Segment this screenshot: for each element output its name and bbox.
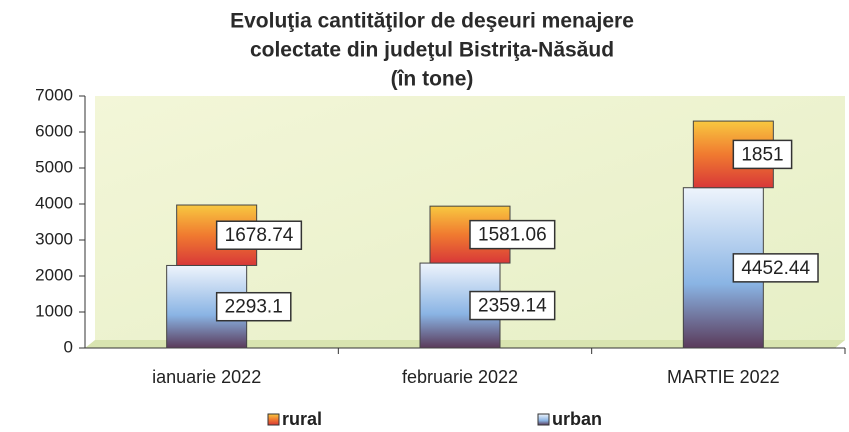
y-tick-label: 2000 [35,265,73,284]
y-tick-label: 7000 [35,85,73,104]
legend-swatch [537,413,550,426]
value-label: 1851 [741,144,783,165]
y-tick-label: 3000 [35,229,73,248]
legend-swatch [267,413,280,426]
x-tick-label: MARTIE 2022 [667,367,780,387]
value-label-box [469,290,556,321]
y-tick-label: 4000 [35,193,73,212]
chart-title: Evoluţia cantităţilor de deşeuri menajer… [230,10,634,33]
value-label-box [215,220,303,250]
legend-label: urban [552,409,602,429]
value-label: 4452.44 [741,258,810,279]
value-label: 2359.14 [478,296,547,317]
value-label-box [215,291,292,322]
x-tick-label: ianuarie 2022 [152,367,261,387]
legend-label: rural [282,409,322,429]
value-label: 1678.74 [225,225,294,246]
x-tick-label: februarie 2022 [402,367,518,387]
value-label: 2293.1 [225,297,283,318]
y-tick-label: 0 [64,337,73,356]
y-tick-label: 1000 [35,301,73,320]
value-label: 1581.06 [478,225,547,246]
value-label-box [469,219,556,250]
chart-title: (în tone) [391,68,474,91]
y-tick-label: 6000 [35,121,73,140]
value-label-box [732,253,819,283]
value-label-box [732,139,793,170]
y-tick-label: 5000 [35,157,73,176]
chart-title: colectate din judeţul Bistriţa-Năsăud [250,39,614,62]
